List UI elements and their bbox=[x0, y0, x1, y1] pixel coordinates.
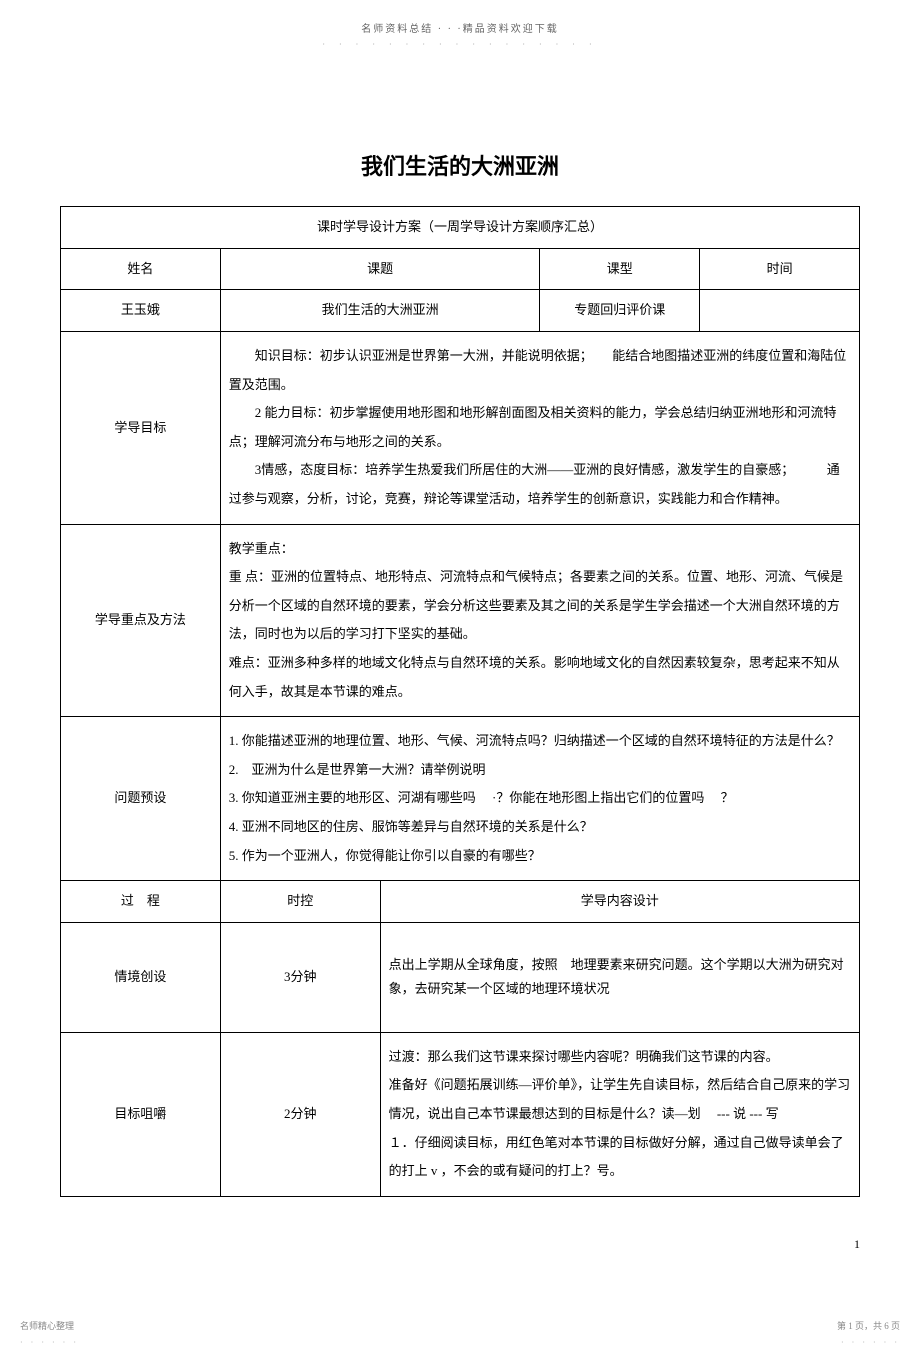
footer-dots-right: · · · · · · bbox=[841, 1338, 900, 1347]
situation-time: 3分钟 bbox=[220, 922, 380, 1032]
value-type: 专题回归评价课 bbox=[540, 290, 700, 332]
target-content: 过渡：那么我们这节课来探讨哪些内容呢？明确我们这节课的内容。准备好《问题拓展训练… bbox=[380, 1032, 859, 1196]
process-col1: 过 程 bbox=[61, 881, 221, 923]
process-col2: 时控 bbox=[220, 881, 380, 923]
header-label: 名师资料总结 · · ·精品资料欢迎下载 bbox=[60, 20, 860, 35]
footer-left: 名师精心整理 bbox=[20, 1319, 74, 1332]
questions-content: 1. 你能描述亚洲的地理位置、地形、气候、河流特点吗？归纳描述一个区域的自然环境… bbox=[220, 717, 859, 881]
situation-content: 点出上学期从全球角度，按照 地理要素来研究问题。这个学期以大洲为研究对象，去研究… bbox=[380, 922, 859, 1032]
situation-label: 情境创设 bbox=[61, 922, 221, 1032]
value-time-empty bbox=[700, 290, 860, 332]
label-name: 姓名 bbox=[61, 248, 221, 290]
page-number: 1 bbox=[60, 1237, 860, 1252]
footer-right: 第 1 页，共 6 页 bbox=[837, 1319, 900, 1332]
footer: 1 名师精心整理 第 1 页，共 6 页 · · · · · · · · · ·… bbox=[60, 1237, 860, 1252]
label-topic: 课题 bbox=[220, 248, 540, 290]
goal-content: 知识目标：初步认识亚洲是世界第一大洲，并能说明依据； 能结合地图描述亚洲的纬度位… bbox=[220, 332, 859, 525]
footer-dots-left: · · · · · · bbox=[20, 1338, 79, 1347]
lesson-plan-table: 课时学导设计方案（一周学导设计方案顺序汇总） 姓名 课题 课型 时间 王玉娥 我… bbox=[60, 206, 860, 1197]
document-title: 我们生活的大洲亚洲 bbox=[60, 149, 860, 181]
target-label: 目标咀嚼 bbox=[61, 1032, 221, 1196]
key-label: 学导重点及方法 bbox=[61, 524, 221, 717]
target-time: 2分钟 bbox=[220, 1032, 380, 1196]
header-dots: · · · · · · · · · · · · · · · · · bbox=[60, 40, 860, 49]
value-name: 王玉娥 bbox=[61, 290, 221, 332]
label-type: 课型 bbox=[540, 248, 700, 290]
key-content: 教学重点：重 点：亚洲的位置特点、地形特点、河流特点和气候特点；各要素之间的关系… bbox=[220, 524, 859, 717]
table-header: 课时学导设计方案（一周学导设计方案顺序汇总） bbox=[61, 207, 860, 249]
label-time: 时间 bbox=[700, 248, 860, 290]
value-topic: 我们生活的大洲亚洲 bbox=[220, 290, 540, 332]
process-col3: 学导内容设计 bbox=[380, 881, 859, 923]
questions-label: 问题预设 bbox=[61, 717, 221, 881]
goal-label: 学导目标 bbox=[61, 332, 221, 525]
